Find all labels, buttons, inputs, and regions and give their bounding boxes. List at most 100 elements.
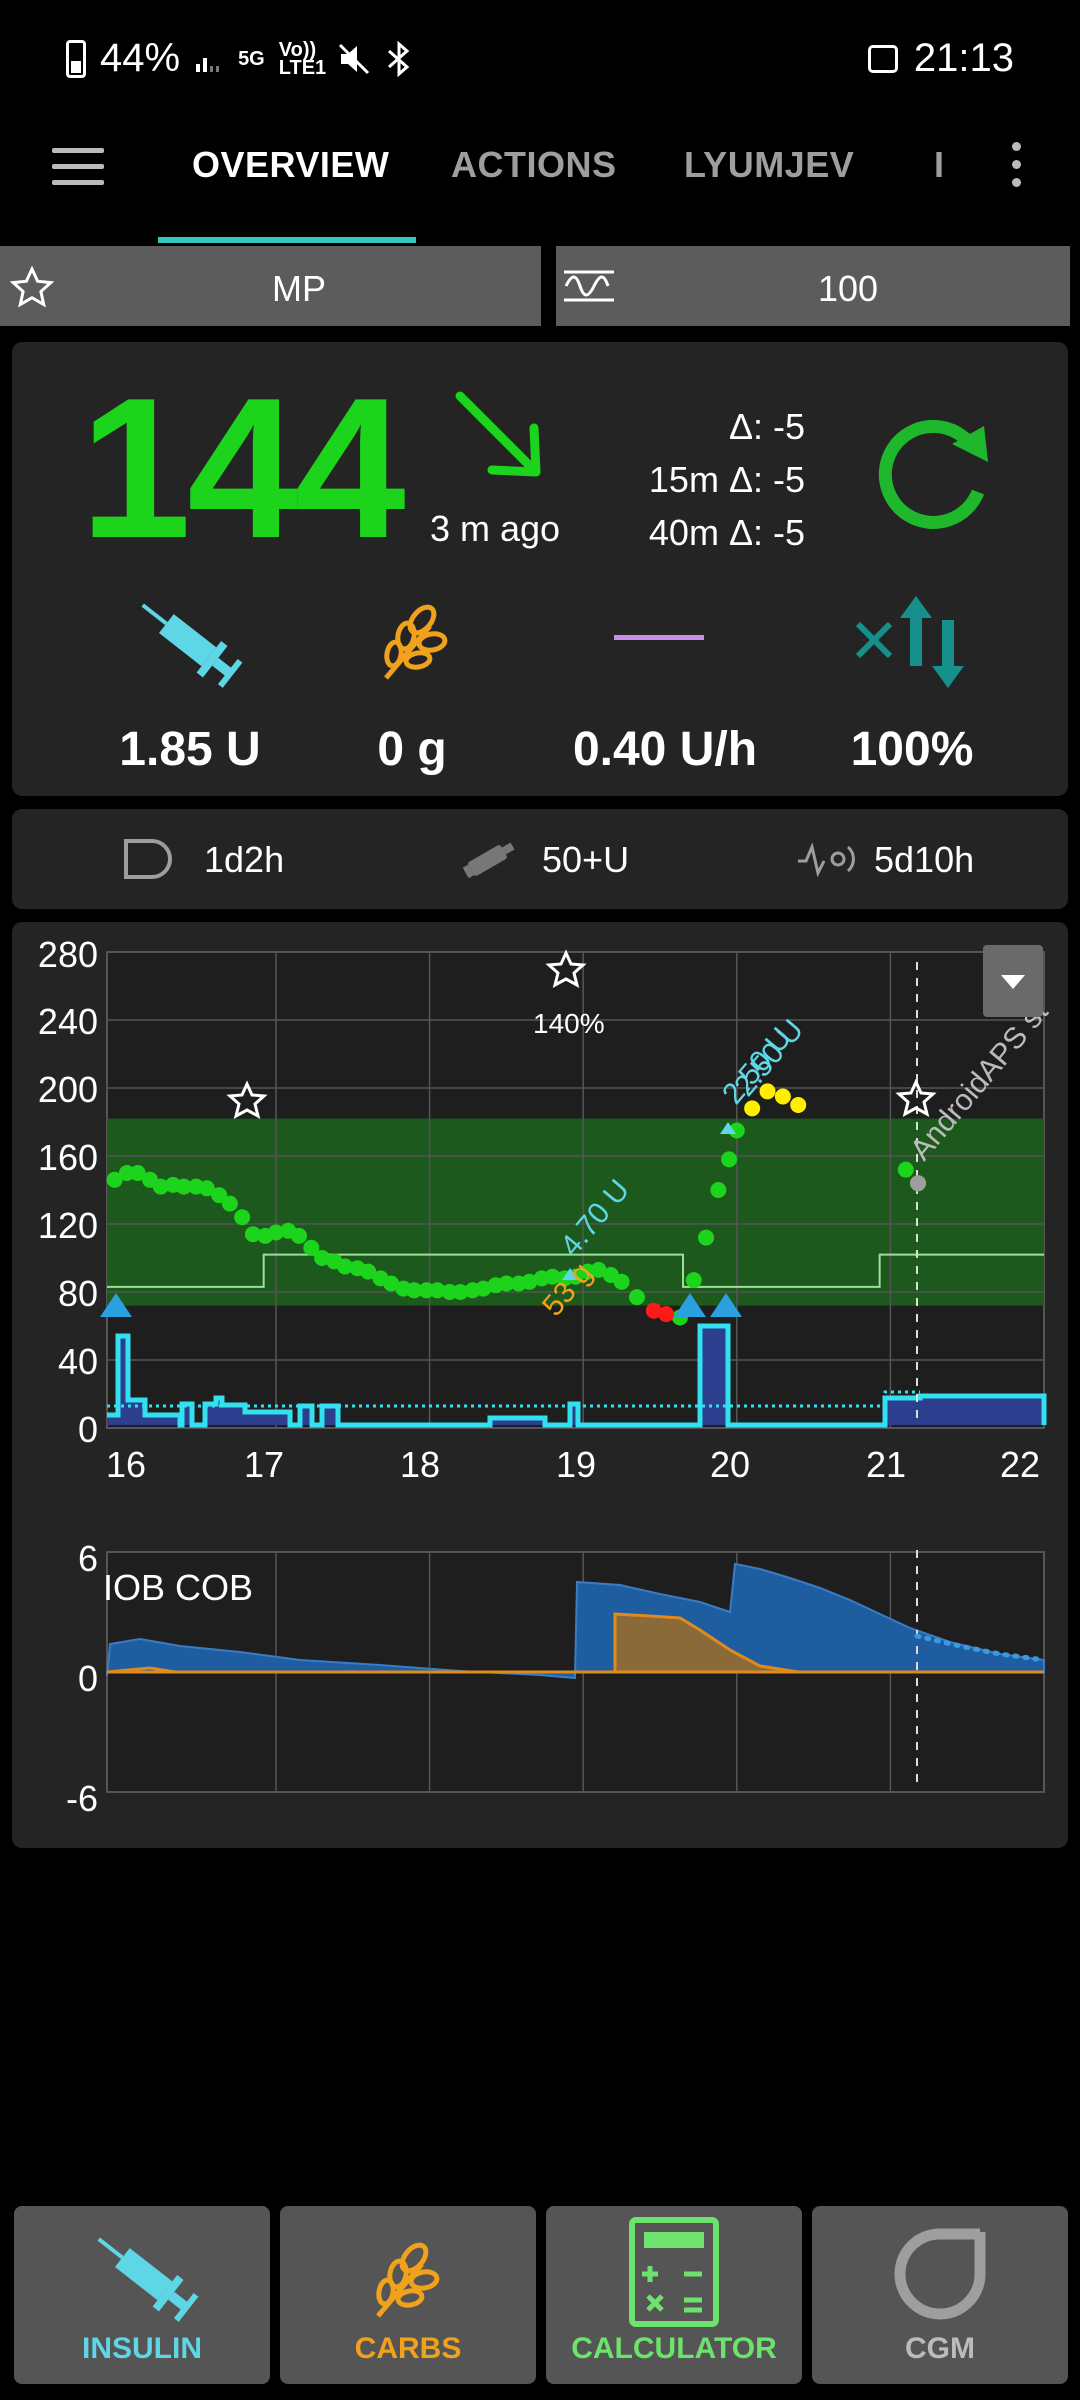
bg-reading-point (710, 1182, 727, 1198)
gallery-icon (867, 44, 898, 73)
tab-actions[interactable]: ACTIONS (451, 144, 617, 185)
bg-reading-point (544, 1268, 561, 1285)
battery-icon (66, 39, 86, 78)
bg-value: 144 (80, 357, 406, 580)
bg-reading-point (198, 1180, 215, 1197)
bg-y-tick: 40 (57, 1341, 98, 1382)
carbs-icon (384, 604, 448, 680)
cgm-button[interactable]: CGM (812, 2206, 1068, 2384)
bg-y-tick: 240 (37, 1001, 98, 1042)
tab-overview[interactable]: OVERVIEW (192, 144, 390, 185)
basal-line (107, 1323, 1047, 1428)
clock: 21:13 (913, 36, 1014, 80)
bg-x-tick: 16 (106, 1444, 147, 1485)
menu-icon[interactable] (52, 148, 104, 188)
bg-y-tick: 280 (37, 934, 98, 975)
bg-reading-point (790, 1097, 807, 1113)
delta: Δ: -5 (728, 406, 805, 447)
bg-current-point (910, 1175, 927, 1192)
profile-button[interactable]: MP (0, 246, 541, 326)
tab-lyumjev[interactable]: LYUMJEV (684, 144, 855, 185)
syringe-icon (141, 603, 243, 688)
loop-status-icon[interactable] (872, 410, 1000, 538)
bg-reading-point (129, 1165, 146, 1181)
delta-block: Δ: -5 15m Δ: -5 40m Δ: -5 (600, 400, 805, 559)
star-icon (10, 266, 54, 308)
device-status-row: 1d2h 50+U 5d10h (12, 809, 1068, 909)
syringe-icon (97, 2237, 199, 2322)
basal-line-icon (614, 635, 704, 640)
cgm-icon (894, 2228, 986, 2320)
bg-reading-point (613, 1273, 630, 1290)
profile-name: MP (272, 268, 326, 309)
bg-reading-point (658, 1306, 675, 1323)
bg-x-tick: 21 (866, 1444, 907, 1485)
profile-target-line (107, 1253, 1044, 1288)
bg-chart[interactable]: 140% 4.70 U 53 g 2.50 U 2.50 U AndroidAP… (0, 0, 1080, 1500)
iob-cob-chart[interactable]: IOB COB (0, 0, 1080, 1840)
bg-reading-point (698, 1229, 715, 1246)
network-5g: 5G (238, 47, 265, 70)
autosens-value: 100% (850, 723, 974, 776)
target-range-icon (564, 270, 614, 302)
carbs-label: CARBS (354, 2332, 462, 2365)
calculator-icon (629, 2217, 719, 2327)
iob-cob-legend: IOB COB (103, 1567, 253, 1608)
bg-y-tick: 0 (77, 1409, 98, 1450)
bg-reading-point (303, 1239, 320, 1256)
insulin-label: INSULIN (82, 2332, 202, 2365)
cannula-age: 1d2h (204, 839, 285, 880)
bolus-marker (710, 1293, 742, 1317)
bg-reading-point (685, 1272, 702, 1289)
iob-y-tick: 6 (77, 1538, 98, 1579)
bg-y-tick: 120 (37, 1205, 98, 1246)
bg-x-tick: 18 (400, 1444, 441, 1485)
reservoir-icon (462, 842, 515, 879)
star-icon (226, 1080, 268, 1119)
cob-value: 0 g (377, 723, 447, 776)
carbs-button[interactable]: CARBS (280, 2206, 536, 2384)
bg-y-tick: 200 (37, 1069, 98, 1110)
sensor-age: 5d10h (874, 839, 975, 880)
bg-x-tick: 20 (710, 1444, 751, 1485)
bg-reading-point (291, 1227, 308, 1244)
insulin-button[interactable]: INSULIN (14, 2206, 270, 2384)
bg-reading-point (383, 1275, 400, 1292)
bg-reading-point (521, 1273, 538, 1290)
bg-reading-point (267, 1224, 284, 1241)
chart-menu-button[interactable] (983, 945, 1043, 1017)
cob-early (106, 1666, 176, 1674)
status-bar: 44% 5G Vo)) LTE1 21:13 (0, 0, 1080, 120)
iob-y-tick: -6 (65, 1778, 98, 1819)
iob-prediction (914, 1633, 1047, 1663)
bg-reading-point (498, 1275, 515, 1292)
bg-reading-point (475, 1280, 492, 1297)
battery-percent: 44% (100, 36, 181, 80)
bg-reading-point (721, 1151, 738, 1168)
bg-reading-point (744, 1100, 761, 1117)
bg-reading-point (152, 1178, 169, 1195)
bolus-markers (100, 1122, 742, 1317)
star-icon (895, 1078, 937, 1117)
bluetooth-icon (387, 40, 410, 77)
bg-reading-point (590, 1261, 607, 1278)
more-options-icon[interactable] (1006, 142, 1026, 198)
bg-x-tick: 22 (1000, 1444, 1041, 1485)
bg-y-tick: 80 (57, 1273, 98, 1314)
bg-y-tick: 160 (37, 1137, 98, 1178)
delta-40m: 40m Δ: -5 (648, 512, 805, 553)
bg-reading-point (175, 1178, 192, 1195)
target-button[interactable]: 100 (556, 246, 1070, 326)
cgm-label: CGM (905, 2332, 975, 2365)
bg-reading-point (897, 1161, 914, 1178)
status-left: 44% 5G Vo)) LTE1 (66, 36, 413, 81)
bg-x-tick: 17 (244, 1444, 285, 1485)
smb-marker (562, 1268, 578, 1280)
bg-reading-point (452, 1284, 469, 1300)
tab-next[interactable]: I (934, 144, 945, 185)
star-icon (545, 949, 587, 988)
bg-x-tick: 19 (556, 1444, 597, 1485)
calculator-button[interactable]: CALCULATOR (546, 2206, 802, 2384)
cob-area (613, 1612, 799, 1674)
bg-reading-point (221, 1195, 238, 1212)
